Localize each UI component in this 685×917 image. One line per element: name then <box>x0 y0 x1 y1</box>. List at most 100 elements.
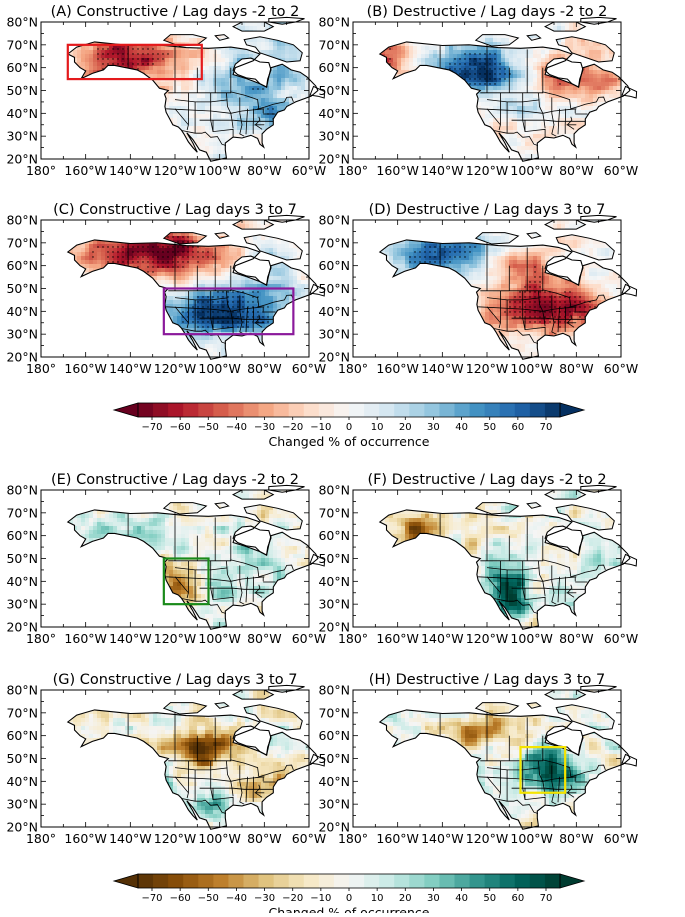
colorbar-tick-label: −70 <box>141 893 162 904</box>
colorbar-tick-label: −50 <box>198 422 219 433</box>
lon-tick-label: 120°W <box>466 631 508 646</box>
panel-title: (B) Destructive / Lag days -2 to 2 <box>367 4 608 20</box>
lon-tick-label: 140°W <box>421 163 463 178</box>
lon-tick-label: 60°W <box>604 831 639 846</box>
panel-title: (A) Constructive / Lag days -2 to 2 <box>51 4 300 20</box>
colorbar-min-arrow <box>114 874 138 888</box>
lon-tick-label: 140°W <box>421 361 463 376</box>
lat-tick-label: 20°N <box>318 152 350 167</box>
lat-tick-label: 20°N <box>6 152 38 167</box>
lat-tick-label: 20°N <box>6 820 38 835</box>
lon-tick-label: 160°W <box>376 831 418 846</box>
lat-tick-label: 40°N <box>318 774 350 789</box>
lon-tick-label: 60°W <box>604 631 639 646</box>
lat-tick-label: 80°N <box>6 213 38 228</box>
lon-tick-label: 160°W <box>64 361 106 376</box>
lat-tick-label: 70°N <box>318 37 350 52</box>
lon-tick-label: 100°W <box>510 831 552 846</box>
lat-tick-label: 70°N <box>318 705 350 720</box>
lat-tick-label: 50°N <box>318 751 350 766</box>
panel-title: (G) Constructive / Lag days 3 to 7 <box>53 672 298 688</box>
lon-tick-label: 100°W <box>510 631 552 646</box>
lon-tick-label: 160°W <box>376 163 418 178</box>
lat-tick-label: 20°N <box>318 350 350 365</box>
colorbar-tick-label: −10 <box>310 893 331 904</box>
lon-tick-label: 80°W <box>559 361 594 376</box>
lon-tick-label: 100°W <box>510 163 552 178</box>
lat-tick-label: 80°N <box>318 483 350 498</box>
lat-tick-label: 50°N <box>6 751 38 766</box>
lat-tick-label: 60°N <box>318 258 350 273</box>
lat-tick-label: 60°N <box>6 60 38 75</box>
colorbar-max-arrow <box>560 874 584 888</box>
lat-tick-label: 30°N <box>318 597 350 612</box>
colorbar-tick-label: 60 <box>511 422 524 433</box>
lat-tick-label: 60°N <box>318 60 350 75</box>
lat-tick-label: 60°N <box>6 258 38 273</box>
lat-tick-label: 30°N <box>318 327 350 342</box>
lat-tick-label: 70°N <box>6 235 38 250</box>
lat-tick-label: 20°N <box>318 620 350 635</box>
lon-tick-label: 80°W <box>247 631 282 646</box>
lat-tick-label: 50°N <box>6 551 38 566</box>
colorbar-tick-label: 10 <box>371 422 384 433</box>
colorbar-min-arrow <box>114 403 138 417</box>
lon-tick-label: 160°W <box>64 831 106 846</box>
lon-tick-label: 60°W <box>604 361 639 376</box>
lat-tick-label: 30°N <box>6 327 38 342</box>
colorbar-tick-label: −30 <box>254 422 275 433</box>
lat-tick-label: 60°N <box>6 728 38 743</box>
lat-tick-label: 70°N <box>6 37 38 52</box>
colorbar-tick-label: 50 <box>483 893 496 904</box>
lon-tick-label: 160°W <box>376 631 418 646</box>
colorbar-tick-label: 20 <box>399 422 412 433</box>
lat-tick-label: 50°N <box>6 281 38 296</box>
lon-tick-label: 80°W <box>247 361 282 376</box>
lon-tick-label: 100°W <box>198 631 240 646</box>
colorbar-tick-label: −60 <box>170 893 191 904</box>
lon-tick-label: 120°W <box>154 831 196 846</box>
lon-tick-label: 100°W <box>198 361 240 376</box>
lat-tick-label: 40°N <box>318 574 350 589</box>
lon-tick-label: 120°W <box>466 163 508 178</box>
lon-tick-label: 80°W <box>559 831 594 846</box>
lon-tick-label: 140°W <box>421 631 463 646</box>
lat-tick-label: 50°N <box>6 83 38 98</box>
colorbar-tick-label: −40 <box>226 422 247 433</box>
colorbar-tick-label: 40 <box>455 893 468 904</box>
panel-title: (H) Destructive / Lag days 3 to 7 <box>369 672 605 688</box>
colorbar-tick-label: −60 <box>170 422 191 433</box>
lon-tick-label: 140°W <box>109 163 151 178</box>
lat-tick-label: 80°N <box>6 683 38 698</box>
lat-tick-label: 70°N <box>318 235 350 250</box>
colorbar-tick-label: 50 <box>483 422 496 433</box>
lon-tick-label: 140°W <box>109 361 151 376</box>
colorbar-tick-label: 30 <box>427 893 440 904</box>
lat-tick-label: 20°N <box>318 820 350 835</box>
colorbar-label: Changed % of occurrence <box>269 434 430 449</box>
lat-tick-label: 50°N <box>318 83 350 98</box>
lon-tick-label: 100°W <box>510 361 552 376</box>
lon-tick-label: 100°W <box>198 831 240 846</box>
lat-tick-label: 30°N <box>6 797 38 812</box>
colorbar-tick-label: 60 <box>511 893 524 904</box>
lon-tick-label: 160°W <box>64 163 106 178</box>
lat-tick-label: 50°N <box>318 551 350 566</box>
panel-title: (E) Constructive / Lag days -2 to 2 <box>51 472 299 488</box>
lat-tick-label: 40°N <box>6 304 38 319</box>
lon-tick-label: 60°W <box>604 163 639 178</box>
colorbar-tick-label: −50 <box>198 893 219 904</box>
lon-tick-label: 140°W <box>109 631 151 646</box>
lat-tick-label: 60°N <box>6 528 38 543</box>
lon-tick-label: 100°W <box>198 163 240 178</box>
lon-tick-label: 140°W <box>109 831 151 846</box>
lat-tick-label: 30°N <box>6 597 38 612</box>
